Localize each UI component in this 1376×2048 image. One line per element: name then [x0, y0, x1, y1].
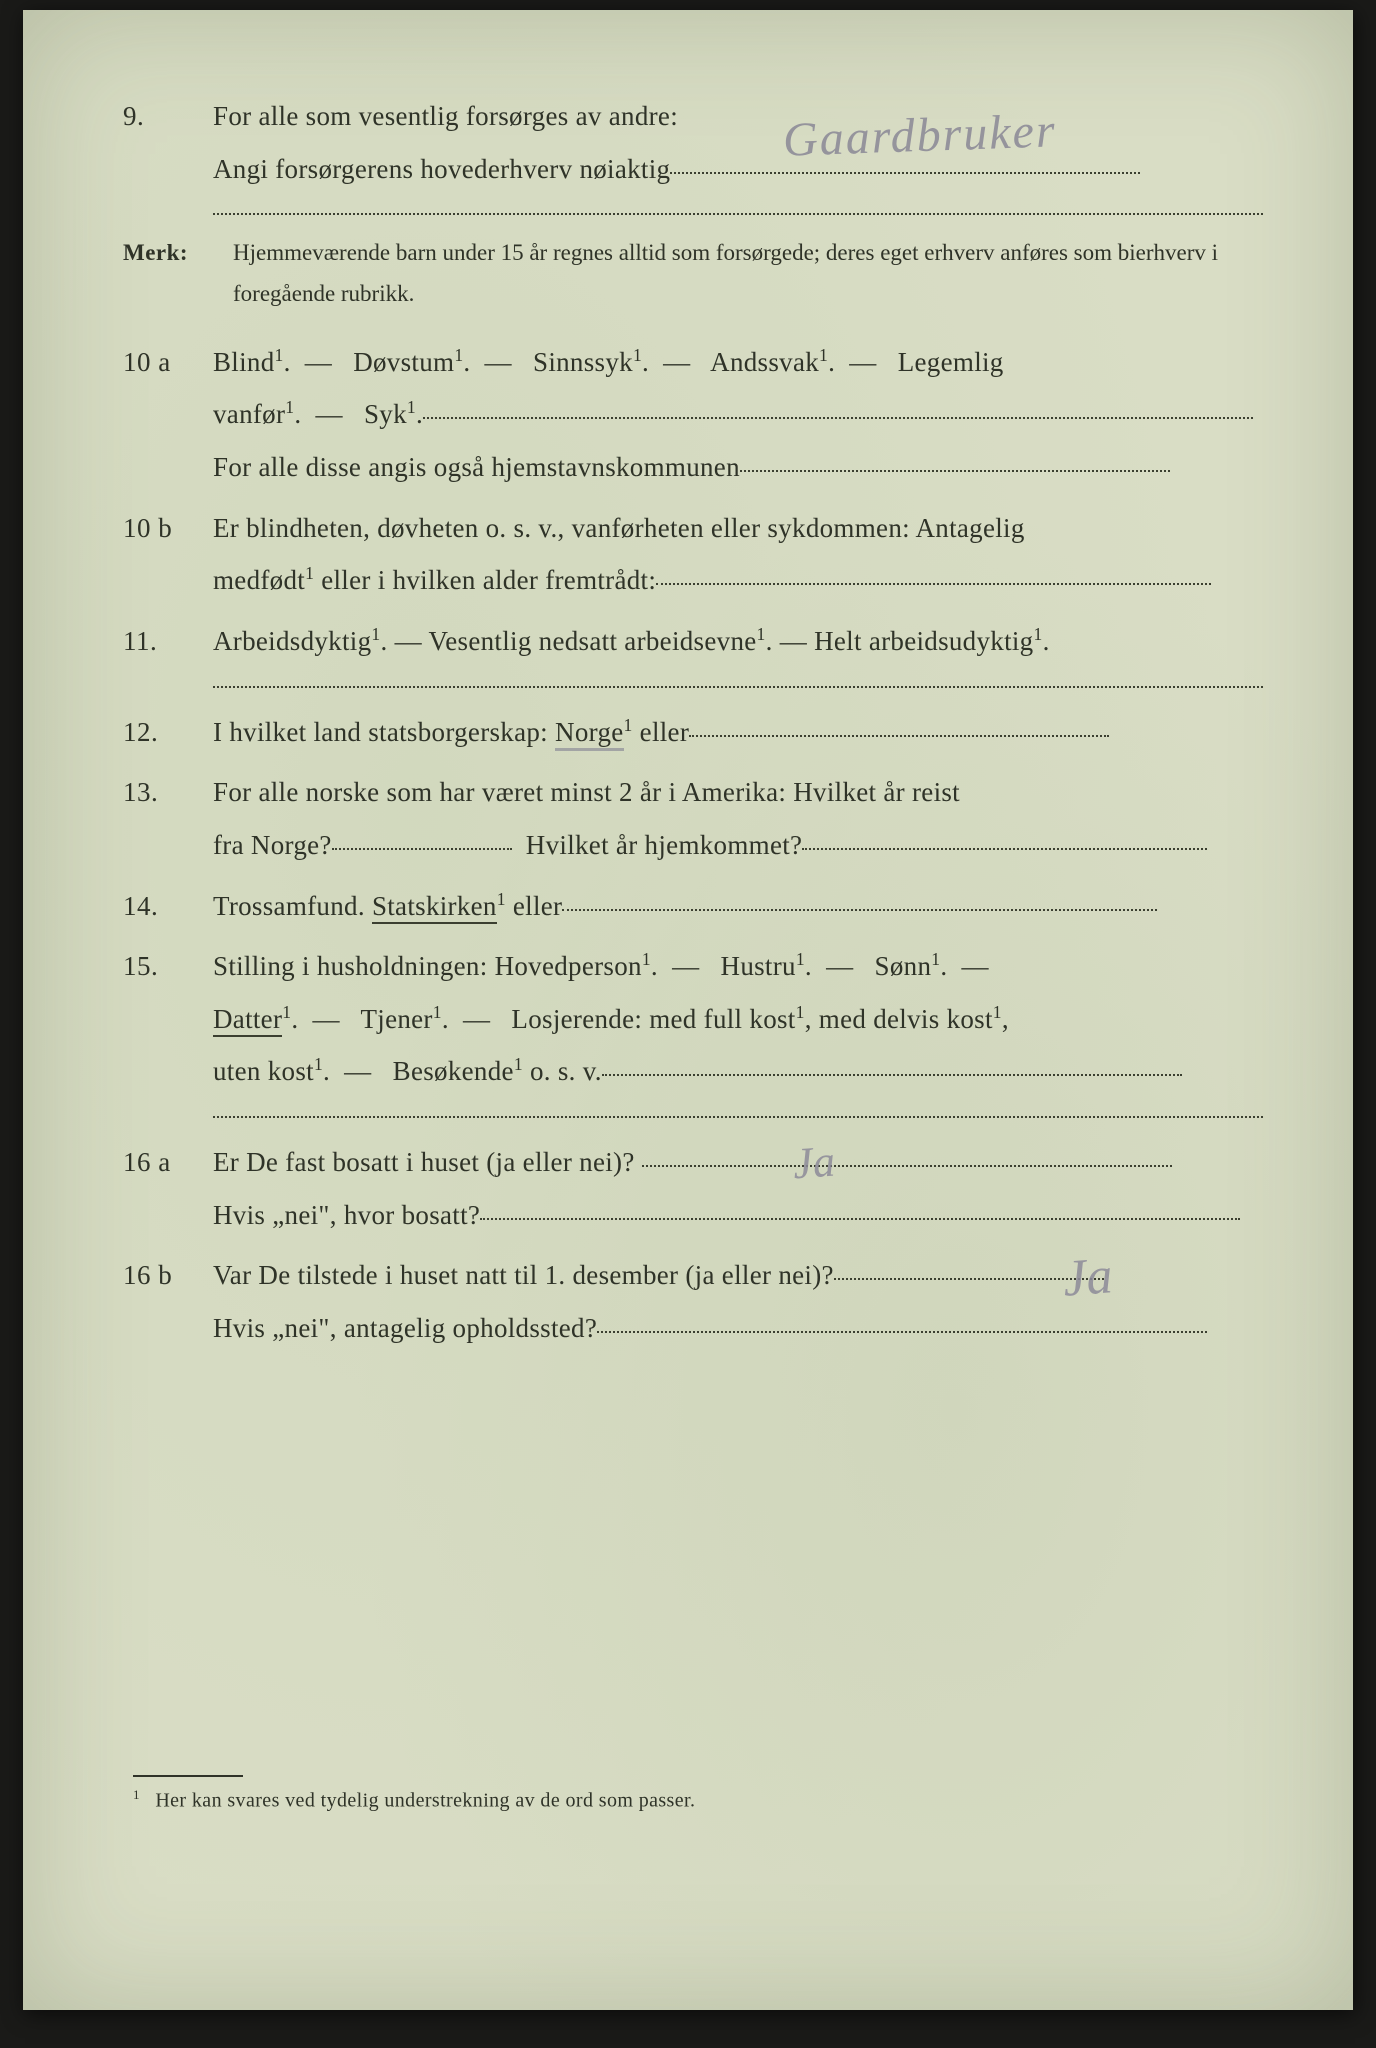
q15-number: 15. [123, 940, 213, 993]
q13-answer-line-2[interactable] [802, 848, 1207, 850]
q9-handwritten-answer: Gaardbruker [782, 103, 1057, 168]
q15-losjerende: Losjerende: med full kost [511, 1004, 795, 1034]
question-14: 14. Trossamfund. Statskirken1 eller [123, 880, 1263, 933]
q15-uten: uten kost [213, 1056, 314, 1086]
q13-fra-norge: fra Norge? [213, 830, 332, 860]
q12-prefix: I hvilket land statsborgerskap: [213, 717, 555, 747]
q9-number: 9. [123, 90, 213, 143]
q14-answer-line[interactable] [562, 909, 1157, 911]
q9-line2-prefix: Angi forsørgerens hovederhverv nøiaktig [213, 154, 670, 184]
q16a-line2: Hvis „nei", hvor bosatt? [213, 1200, 480, 1230]
census-form-page: 9. For alle som vesentlig forsørges av a… [23, 10, 1353, 2010]
q10a-body: Blind1. — Døvstum1. — Sinnssyk1. — Andss… [213, 336, 1263, 494]
q10a-line3: For alle disse angis også hjemstavnskomm… [213, 452, 740, 482]
q16b-handwritten-ja: Ja [1060, 1226, 1117, 1331]
footnote-text: Her kan svares ved tydelig understreknin… [155, 1789, 695, 1811]
q9-answer-line[interactable] [670, 172, 1140, 174]
q13-hjemkommet: Hvilket år hjemkommet? [526, 830, 803, 860]
q14-prefix: Trossamfund. [213, 891, 372, 921]
question-13: 13. For alle norske som har været minst … [123, 766, 1263, 871]
q13-answer-line-1[interactable] [332, 848, 512, 850]
q13-number: 13. [123, 766, 213, 819]
q10b-line1: Er blindheten, døvheten o. s. v., vanfør… [213, 513, 1025, 543]
merk-note: Merk: Hjemmeværende barn under 15 år reg… [123, 233, 1263, 314]
q14-statskirken-underlined: Statskirken [372, 891, 497, 924]
q12-norge-underlined: Norge [555, 717, 624, 751]
q15-answer-line[interactable] [602, 1074, 1182, 1076]
q15-tjener: Tjener [360, 1004, 432, 1034]
q11-body: Arbeidsdyktig1. — Vesentlig nedsatt arbe… [213, 615, 1263, 668]
question-16b: 16 b Var De tilstede i huset natt til 1.… [123, 1249, 1263, 1354]
q16b-answer-line-2[interactable] [597, 1331, 1207, 1333]
q16a-answer-line-2[interactable] [480, 1218, 1240, 1220]
q15-datter-underlined: Datter [213, 1004, 282, 1037]
q11-opt1: Arbeidsdyktig [213, 626, 371, 656]
q16a-handwritten-ja: Ja [790, 1119, 838, 1208]
q10a-opt-andssvak: Andssvak [710, 347, 819, 377]
q13-line1: For alle norske som har været minst 2 år… [213, 777, 960, 807]
q10b-line2b: eller i hvilken alder fremtrådt: [314, 565, 656, 595]
footnote: 1 Her kan svares ved tydelig understrekn… [133, 1787, 1263, 1813]
q10a-syk: Syk [364, 399, 407, 429]
q15-line1a: Stilling i husholdningen: Hovedperson [213, 951, 642, 981]
q10b-answer-line[interactable] [656, 583, 1211, 585]
q10a-opt-dovstum: Døvstum [353, 347, 454, 377]
q10b-number: 10 b [123, 502, 213, 555]
q12-body: I hvilket land statsborgerskap: Norge1 e… [213, 706, 1263, 759]
q10a-vanfor: vanfør [213, 399, 285, 429]
divider-2 [213, 686, 1263, 688]
q15-body: Stilling i husholdningen: Hovedperson1. … [213, 940, 1263, 1098]
q10b-body: Er blindheten, døvheten o. s. v., vanfør… [213, 502, 1263, 607]
question-11: 11. Arbeidsdyktig1. — Vesentlig nedsatt … [123, 615, 1263, 668]
q15-hustru: Hustru [721, 951, 796, 981]
q15-osv: o. s. v. [523, 1056, 602, 1086]
q16b-line1: Var De tilstede i huset natt til 1. dese… [213, 1260, 834, 1290]
q13-body: For alle norske som har været minst 2 år… [213, 766, 1263, 871]
q14-number: 14. [123, 880, 213, 933]
q11-opt3: Helt arbeidsudyktig [814, 626, 1033, 656]
question-12: 12. I hvilket land statsborgerskap: Norg… [123, 706, 1263, 759]
question-10a: 10 a Blind1. — Døvstum1. — Sinnssyk1. — … [123, 336, 1263, 494]
q16a-number: 16 a [123, 1136, 213, 1189]
q16a-line1: Er De fast bosatt i huset (ja eller nei)… [213, 1147, 642, 1177]
q10a-number: 10 a [123, 336, 213, 389]
q9-body: For alle som vesentlig forsørges av andr… [213, 90, 1263, 195]
footnote-marker: 1 [133, 1787, 140, 1802]
q14-body: Trossamfund. Statskirken1 eller [213, 880, 1263, 933]
q10a-answer-line-2[interactable] [740, 470, 1170, 472]
q10a-opt-legemlig: Legemlig [898, 347, 1004, 377]
footnote-rule [133, 1775, 243, 1777]
q12-answer-line[interactable] [689, 735, 1109, 737]
divider-3 [213, 1116, 1263, 1118]
q16b-number: 16 b [123, 1249, 213, 1302]
merk-label: Merk: [123, 233, 233, 273]
q11-opt2: Vesentlig nedsatt arbeidsevne [428, 626, 756, 656]
q12-number: 12. [123, 706, 213, 759]
q10b-medfodt: medfødt [213, 565, 305, 595]
q12-eller: eller [633, 717, 690, 747]
question-10b: 10 b Er blindheten, døvheten o. s. v., v… [123, 502, 1263, 607]
question-9: 9. For alle som vesentlig forsørges av a… [123, 90, 1263, 195]
q10a-opt-blind: Blind [213, 347, 275, 377]
q15-delvis: , med delvis kost [805, 1004, 993, 1034]
q16a-answer-line-1[interactable] [642, 1165, 1172, 1167]
merk-text: Hjemmeværende barn under 15 år regnes al… [233, 233, 1263, 314]
q16b-body: Var De tilstede i huset natt til 1. dese… [213, 1249, 1263, 1354]
q15-besokende: Besøkende [393, 1056, 514, 1086]
q16b-line2: Hvis „nei", antagelig opholdssted? [213, 1313, 597, 1343]
q10a-opt-sinnssyk: Sinnssyk [533, 347, 633, 377]
q10a-answer-line-1[interactable] [423, 417, 1253, 419]
q9-line1: For alle som vesentlig forsørges av andr… [213, 101, 678, 131]
question-15: 15. Stilling i husholdningen: Hovedperso… [123, 940, 1263, 1098]
q11-number: 11. [123, 615, 213, 668]
q15-sonn: Sønn [875, 951, 932, 981]
divider-1 [213, 213, 1263, 215]
q14-eller: eller [506, 891, 563, 921]
